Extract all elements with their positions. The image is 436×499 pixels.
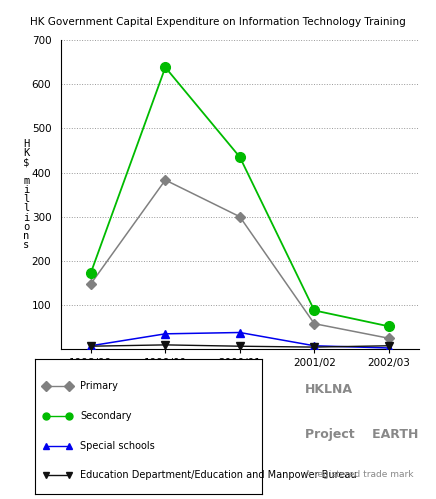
Text: Secondary: Secondary bbox=[80, 411, 132, 421]
Y-axis label: H
K
$

m
i
l
l
i
o
n
s: H K $ m i l l i o n s bbox=[23, 139, 29, 250]
Text: Special schools: Special schools bbox=[80, 441, 155, 451]
Text: Education Department/Education and Manpower Bureau: Education Department/Education and Manpo… bbox=[80, 470, 357, 480]
Text: Primary: Primary bbox=[80, 381, 118, 391]
Text: HK Government Capital Expenditure on Information Technology Training: HK Government Capital Expenditure on Inf… bbox=[30, 17, 406, 27]
Text: Project    EARTH: Project EARTH bbox=[305, 428, 419, 441]
Text: HKLNA: HKLNA bbox=[305, 383, 353, 396]
Text: A registered trade mark: A registered trade mark bbox=[305, 470, 414, 479]
